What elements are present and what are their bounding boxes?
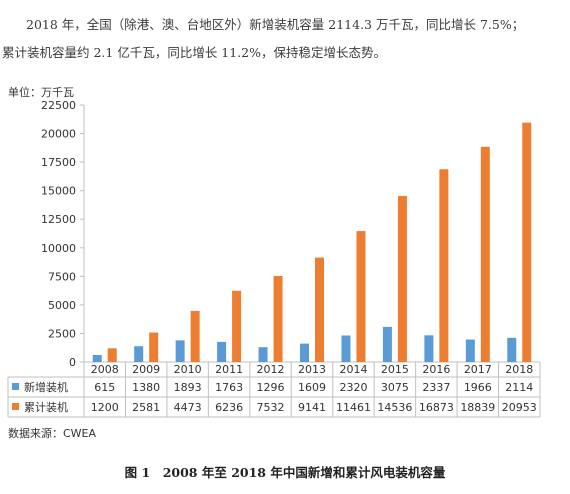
- bar-cumulative: [315, 257, 324, 362]
- bar-new: [341, 335, 351, 362]
- bar-cumulative: [522, 122, 532, 362]
- bar-cumulative: [397, 195, 407, 362]
- data-table-value: 14536: [377, 401, 412, 414]
- data-table-value: 1893: [174, 381, 202, 394]
- bar-new: [217, 341, 227, 362]
- data-table-value: 2114: [505, 381, 533, 394]
- bar-cumulative: [149, 332, 159, 362]
- x-tick-label: 2010: [174, 363, 202, 376]
- x-tick-label: 2018: [505, 363, 533, 376]
- data-table-value: 18839: [460, 401, 495, 414]
- data-table-value: 4473: [174, 401, 202, 414]
- data-source: 数据来源：CWEA: [8, 427, 97, 440]
- y-tick-label: 17500: [41, 156, 76, 169]
- x-tick-label: 2013: [298, 363, 326, 376]
- data-table-value: 615: [94, 381, 115, 394]
- bar-new: [258, 347, 268, 362]
- y-tick-label: 20000: [41, 128, 76, 141]
- y-tick-label: 15000: [41, 185, 76, 198]
- x-tick-label: 2012: [257, 363, 285, 376]
- data-table-value: 1966: [464, 381, 492, 394]
- bar-new: [465, 339, 475, 362]
- data-table-value: 1380: [132, 381, 160, 394]
- data-table-value: 3075: [381, 381, 409, 394]
- paragraph-line-1: 2018 年，全国（除港、澳、台地区外）新增装机容量 2114.3 万千瓦，同比…: [26, 17, 525, 32]
- y-tick-label: 0: [69, 356, 76, 369]
- x-tick-label: 2016: [422, 363, 450, 376]
- bar-new: [175, 340, 185, 362]
- x-tick-label: 2008: [91, 363, 119, 376]
- figure-caption: 图 1 2008 年至 2018 年中国新增和累计风电装机容量: [124, 465, 446, 480]
- bar-cumulative: [356, 231, 366, 362]
- x-tick-label: 2011: [215, 363, 243, 376]
- x-tick-label: 2017: [464, 363, 492, 376]
- y-tick-label: 12500: [41, 213, 76, 226]
- data-table-value: 1763: [215, 381, 243, 394]
- data-table-value: 20953: [502, 401, 537, 414]
- data-table-value: 11461: [336, 401, 371, 414]
- legend-label: 累计装机: [24, 400, 68, 414]
- y-axis-unit-label: 单位：万千瓦: [8, 86, 74, 99]
- data-table-value: 6236: [215, 401, 243, 414]
- bar-new: [92, 354, 102, 362]
- bar-cumulative: [190, 310, 200, 362]
- data-table-value: 9141: [298, 401, 326, 414]
- bar-cumulative: [439, 169, 449, 362]
- bar-new: [300, 343, 309, 362]
- legend-swatch: [12, 403, 19, 410]
- legend-swatch: [12, 383, 19, 390]
- y-tick-label: 22500: [41, 99, 76, 112]
- bar-new: [424, 335, 434, 362]
- data-table-value: 1200: [91, 401, 119, 414]
- bar-cumulative: [480, 146, 490, 362]
- data-table-value: 16873: [419, 401, 454, 414]
- data-table-value: 1296: [257, 381, 285, 394]
- bar-new: [507, 337, 517, 362]
- bar-new: [382, 326, 392, 362]
- y-tick-label: 7500: [48, 270, 76, 283]
- data-table-value: 1609: [298, 381, 326, 394]
- data-table-value: 2320: [339, 381, 367, 394]
- y-tick-label: 2500: [48, 327, 76, 340]
- bar-cumulative: [232, 290, 242, 362]
- x-tick-label: 2015: [381, 363, 409, 376]
- legend-label: 新增装机: [24, 380, 68, 394]
- y-tick-label: 10000: [41, 242, 76, 255]
- paragraph-line-2: 累计装机容量约 2.1 亿千瓦，同比增长 11.2%，保持稳定增长态势。: [2, 45, 387, 60]
- bar-cumulative: [107, 348, 117, 362]
- bar-new: [134, 346, 144, 362]
- bar-cumulative: [273, 275, 283, 362]
- data-table-value: 2581: [132, 401, 160, 414]
- y-tick-label: 5000: [48, 299, 76, 312]
- data-table-value: 7532: [257, 401, 285, 414]
- data-table-value: 2337: [422, 381, 450, 394]
- x-tick-label: 2009: [132, 363, 160, 376]
- x-tick-label: 2014: [339, 363, 367, 376]
